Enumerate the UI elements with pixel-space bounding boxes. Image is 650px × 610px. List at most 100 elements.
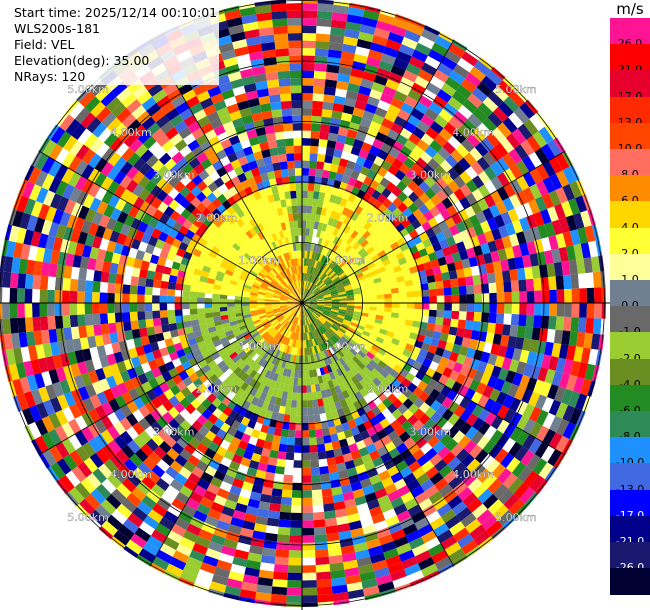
range-gate — [88, 370, 99, 384]
range-gate — [195, 243, 205, 252]
range-gate — [274, 556, 289, 566]
range-gate — [69, 139, 84, 156]
range-gate — [260, 554, 276, 565]
range-gate — [100, 415, 114, 430]
range-gate — [422, 430, 435, 443]
range-gate — [549, 173, 563, 191]
range-gate — [272, 304, 280, 307]
range-gate — [319, 316, 327, 322]
range-gate — [23, 198, 36, 215]
range-gate — [531, 327, 541, 341]
range-gate — [490, 429, 504, 445]
range-gate — [397, 393, 408, 404]
range-gate — [264, 343, 272, 352]
range-gate — [267, 171, 276, 180]
range-gate — [397, 318, 406, 325]
range-gate — [376, 290, 384, 296]
range-gate — [236, 542, 251, 553]
range-gate — [482, 207, 494, 221]
range-gate — [563, 274, 572, 290]
range-gate — [174, 391, 186, 403]
range-gate — [293, 145, 302, 154]
range-gate — [321, 488, 333, 497]
range-gate — [424, 418, 436, 431]
range-gate — [368, 265, 378, 273]
range-gate — [346, 340, 355, 349]
range-gate — [87, 168, 101, 183]
range-gate — [49, 193, 63, 209]
range-gate — [281, 319, 288, 327]
range-gate — [367, 337, 376, 345]
range-gate — [526, 135, 541, 152]
range-gate — [329, 326, 337, 334]
range-gate — [285, 321, 291, 329]
range-gate — [191, 388, 202, 399]
range-gate — [70, 202, 83, 217]
range-gate — [462, 99, 478, 114]
range-gate — [443, 489, 458, 504]
range-gate — [278, 191, 286, 201]
range-gate — [306, 291, 312, 298]
range-gate — [441, 197, 453, 209]
range-gate — [219, 336, 229, 344]
range-gate — [232, 254, 242, 263]
range-gate — [446, 262, 457, 272]
range-gate — [273, 293, 281, 298]
range-gate — [221, 318, 230, 325]
range-gate — [383, 46, 399, 58]
range-gate — [338, 293, 347, 298]
range-gate — [291, 324, 295, 332]
range-gate — [167, 303, 175, 311]
range-gate — [347, 419, 357, 429]
range-gate — [407, 337, 417, 346]
range-gate — [276, 314, 284, 320]
range-gate — [344, 136, 356, 147]
range-gate — [279, 511, 291, 521]
range-gate — [449, 243, 459, 255]
range-gate — [384, 335, 393, 343]
range-gate — [491, 227, 502, 241]
range-gate — [382, 85, 397, 98]
range-gate — [383, 288, 392, 295]
range-gate — [291, 291, 297, 298]
range-gate — [359, 208, 369, 219]
range-gate — [249, 51, 264, 61]
range-gate — [302, 505, 313, 513]
range-gate — [287, 168, 296, 177]
range-gate — [456, 268, 465, 279]
range-gate — [156, 134, 170, 147]
range-gate — [537, 367, 549, 382]
range-gate — [334, 196, 343, 205]
range-gate — [446, 425, 460, 439]
range-gate — [90, 488, 106, 505]
range-gate — [339, 365, 347, 375]
range-gate — [40, 329, 51, 345]
range-gate — [326, 140, 337, 149]
range-gate — [171, 336, 181, 345]
range-gate — [337, 270, 345, 277]
range-gate — [286, 595, 302, 603]
range-gate — [358, 563, 374, 575]
range-gate — [309, 299, 317, 302]
range-gate — [171, 238, 182, 249]
range-gate — [159, 213, 170, 225]
range-gate — [485, 458, 501, 474]
range-gate — [317, 360, 323, 369]
range-gate — [522, 187, 535, 203]
range-gate — [442, 367, 453, 378]
range-gate — [366, 56, 381, 68]
range-gate — [363, 212, 373, 222]
range-gate — [302, 160, 310, 169]
range-gate — [189, 291, 198, 298]
range-gate — [200, 436, 213, 448]
range-gate — [206, 111, 220, 123]
range-gate — [188, 357, 199, 367]
range-gate — [471, 430, 484, 445]
range-gate — [502, 324, 511, 336]
range-gate — [12, 210, 24, 228]
range-gate — [253, 216, 262, 226]
range-gate — [322, 312, 330, 317]
range-gate — [221, 209, 232, 220]
range-gate — [320, 314, 328, 320]
range-gate — [144, 310, 153, 320]
